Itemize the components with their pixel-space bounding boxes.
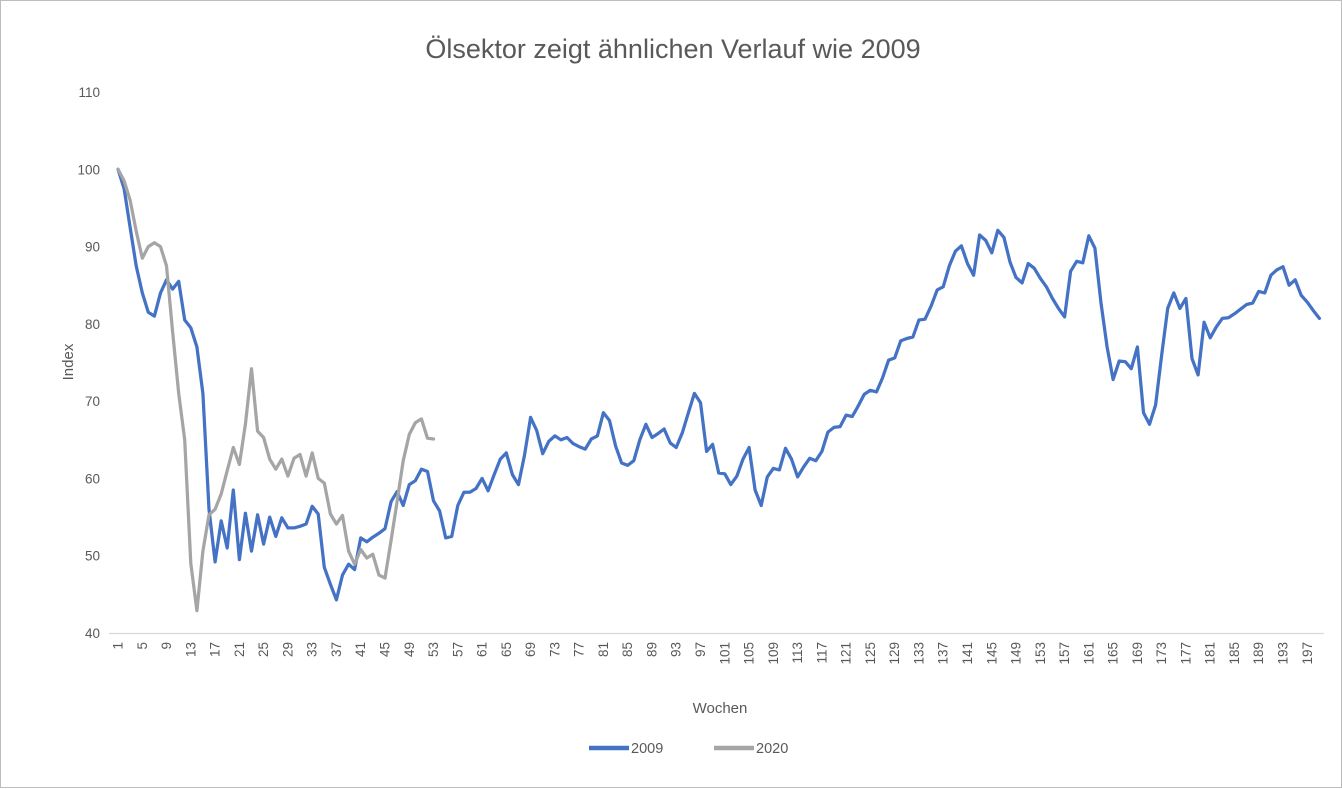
legend: 2009 2020 [589,741,788,757]
x-axis-tick-label: 181 [1203,642,1218,665]
x-axis-tick-label: 81 [596,642,611,657]
x-axis-tick-label: 61 [475,642,490,657]
x-axis-tick-label: 41 [353,642,368,657]
y-axis-tick-label: 90 [85,240,100,255]
x-axis-tick-label: 85 [620,642,635,657]
x-axis-tick-label: 89 [644,642,659,657]
chart-title: Ölsektor zeigt ähnlichen Verlauf wie 200… [425,34,920,64]
x-axis-tick-label: 173 [1154,642,1169,665]
x-axis-tick-label: 165 [1106,642,1121,665]
legend-label-2020: 2020 [756,741,788,757]
x-axis-tick-label: 13 [183,642,198,657]
x-axis-tick-label: 125 [863,642,878,665]
x-axis-tick-label: 25 [256,642,271,657]
x-axis-tick-label: 149 [1009,642,1024,665]
y-axis-tick-label: 80 [85,317,100,332]
x-axis-tick-label: 153 [1033,642,1048,665]
x-axis-tick-label: 137 [936,642,951,665]
y-axis-tick-label: 60 [85,471,100,486]
y-axis-tick-label: 50 [85,549,100,564]
x-axis-tick-label: 45 [377,642,392,657]
x-axis-tick-labels: 1 5 9 13 17 21 25 29 33 37 41 45 49 53 57 61 65 69 73 77 81 8… [111,642,1315,665]
series-lines [116,167,1322,613]
x-axis-tick-label: 109 [766,642,781,665]
x-axis-tick-label: 101 [717,642,732,665]
x-axis-tick-label: 5 [135,642,150,650]
x-axis-tick-label: 169 [1130,642,1145,665]
y-axis-tick-label: 100 [77,162,100,177]
y-axis-tick-labels: 40 50 60 70 80 90 100 110 [77,85,100,641]
x-axis-tick-label: 57 [450,642,465,657]
x-axis-tick-label: 29 [280,642,295,657]
x-axis-tick-label: 69 [523,642,538,657]
x-axis-tick-label: 21 [232,642,247,657]
x-axis-tick-label: 97 [693,642,708,657]
x-axis-tick-label: 1 [111,642,126,650]
x-axis-tick-label: 185 [1227,642,1242,665]
x-axis-tick-label: 105 [742,642,757,665]
x-axis-tick-label: 177 [1178,642,1193,665]
x-axis-tick-label: 121 [839,642,854,665]
x-axis-tick-label: 197 [1300,642,1315,665]
x-axis-tick-label: 141 [960,642,975,665]
x-axis-tick-label: 117 [814,642,829,664]
x-axis-tick-label: 145 [984,642,999,665]
x-axis-tick-label: 65 [499,642,514,657]
legend-label-2009: 2009 [631,741,663,757]
x-axis-tick-label: 9 [159,642,174,650]
x-axis-tick-label: 193 [1276,642,1291,665]
x-axis-tick-label: 17 [208,642,223,657]
x-axis-tick-label: 161 [1081,642,1096,665]
x-axis-title: Wochen [693,700,748,717]
x-axis-tick-label: 77 [572,642,587,657]
x-axis-tick-label: 33 [305,642,320,657]
x-axis-tick-label: 129 [887,642,902,665]
y-axis-tick-label: 110 [78,85,100,100]
x-axis-tick-label: 49 [402,642,417,657]
x-axis-tick-label: 113 [790,642,805,664]
x-axis-tick-label: 133 [911,642,926,665]
x-axis-tick-label: 73 [547,642,562,657]
series-line-2020 [116,167,436,613]
y-axis-tick-label: 40 [85,626,100,641]
y-axis-tick-label: 70 [85,394,100,409]
x-axis-tick-label: 37 [329,642,344,657]
series-line-2009 [116,167,1322,602]
x-axis-tick-label: 189 [1251,642,1266,665]
x-axis-tick-label: 53 [426,642,441,657]
x-axis-tick-label: 157 [1057,642,1072,665]
y-axis-title: Index [60,343,77,380]
x-axis-tick-label: 93 [669,642,684,657]
